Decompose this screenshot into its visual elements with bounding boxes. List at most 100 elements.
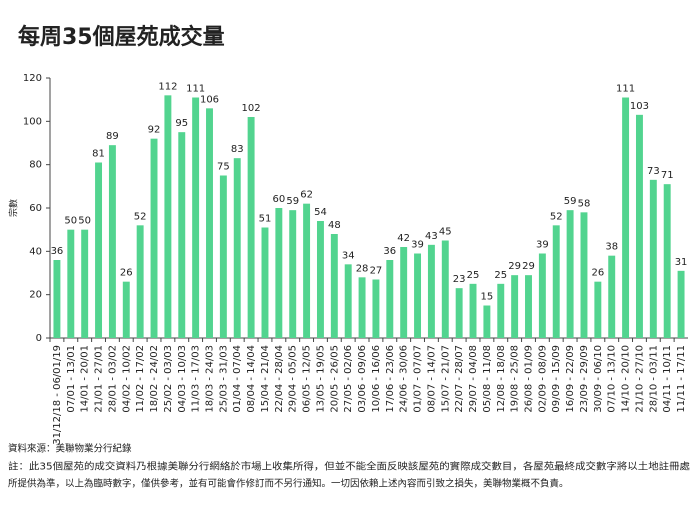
bar (386, 260, 394, 338)
data-label: 25 (467, 270, 480, 281)
y-tick-label: 0 (36, 333, 42, 344)
x-tick-label: 18/03 - 24/03 (205, 345, 216, 413)
data-label: 26 (120, 268, 133, 279)
x-tick-label: 11/03 - 17/03 (191, 345, 202, 413)
bar (122, 281, 130, 338)
data-label: 60 (272, 194, 285, 205)
data-label: 28 (356, 263, 369, 274)
data-label: 111 (616, 84, 635, 95)
x-tick-label: 20/05 - 26/05 (329, 345, 340, 413)
x-tick-label: 25/02 - 03/03 (163, 345, 174, 413)
x-tick-label: 13/05 - 19/05 (315, 345, 326, 413)
x-tick-label: 24/06 - 30/06 (399, 345, 410, 413)
bar (580, 212, 588, 338)
bar (441, 240, 449, 338)
x-tick-label: 07/10 - 13/10 (607, 345, 618, 413)
bar (261, 227, 269, 338)
data-label: 43 (425, 231, 438, 242)
x-tick-label: 21/01 - 27/01 (94, 345, 105, 413)
x-tick-label: 09/09 - 15/09 (551, 345, 562, 413)
bar (303, 203, 311, 338)
bar (455, 288, 463, 338)
x-tick-label: 27/05 - 02/06 (343, 345, 354, 413)
data-label: 39 (411, 240, 424, 251)
bar (53, 260, 61, 338)
data-label: 71 (661, 170, 674, 181)
data-label: 38 (605, 242, 618, 253)
data-label: 36 (383, 246, 396, 257)
bar (538, 253, 546, 338)
x-tick-label: 06/05 - 12/05 (302, 345, 313, 413)
bar (330, 234, 338, 338)
y-axis-label: 宗數 (8, 199, 20, 217)
bar (275, 208, 283, 338)
bar (289, 210, 297, 338)
x-tick-label: 30/09 - 06/10 (593, 345, 604, 413)
x-tick-label: 15/04 - 21/04 (260, 345, 271, 413)
x-tick-label: 25/03 - 31/03 (218, 345, 229, 413)
data-label: 52 (134, 211, 147, 222)
x-tick-label: 14/10 - 20/10 (621, 345, 632, 413)
bar (483, 305, 491, 338)
data-label: 36 (51, 246, 64, 257)
x-tick-label: 15/07 - 21/07 (440, 345, 451, 413)
data-label: 15 (481, 292, 494, 303)
data-label: 45 (439, 227, 452, 238)
x-tick-label: 22/07 - 28/07 (454, 345, 465, 413)
data-label: 50 (78, 216, 91, 227)
bar (81, 229, 89, 338)
x-tick-label: 08/07 - 14/07 (426, 345, 437, 413)
y-tick-label: 100 (23, 116, 42, 127)
x-tick-label: 23/09 - 29/09 (579, 345, 590, 413)
bar (414, 253, 422, 338)
data-label: 52 (550, 211, 563, 222)
x-tick-label: 29/04 - 05/05 (288, 345, 299, 413)
x-tick-label: 28/10 - 03/11 (648, 345, 659, 413)
bar (219, 175, 227, 338)
source: 資料來源：美聯物業分行紀錄 (8, 443, 132, 455)
data-label: 59 (564, 196, 577, 207)
data-label: 59 (286, 196, 299, 207)
x-tick-label: 10/06 - 16/06 (371, 345, 382, 413)
x-tick-label: 02/09 - 08/09 (537, 345, 548, 413)
x-tick-label: 07/01 - 13/01 (66, 345, 77, 413)
x-tick-label: 11/02 - 17/02 (135, 345, 146, 413)
bar (164, 95, 172, 338)
data-label: 73 (647, 166, 660, 177)
data-label: 27 (370, 266, 383, 277)
x-tick-label: 26/08 - 01/09 (524, 345, 535, 413)
data-label: 31 (675, 257, 688, 268)
data-label: 48 (328, 220, 341, 231)
data-label: 23 (453, 274, 466, 285)
x-tick-label: 14/01 - 20/01 (80, 345, 91, 413)
x-tick-label: 12/08 - 18/08 (496, 345, 507, 413)
data-label: 95 (175, 118, 188, 129)
bar (622, 97, 630, 338)
bar (608, 255, 616, 338)
data-label: 111 (186, 84, 205, 95)
y-tick-label: 120 (23, 73, 42, 84)
bar (67, 229, 75, 338)
data-label: 29 (522, 261, 535, 272)
bar (635, 114, 643, 338)
x-tick-label: 31/12/18 - 06/01/19 (52, 345, 63, 445)
bar (525, 275, 532, 338)
x-tick-label: 01/04 - 07/04 (232, 345, 243, 413)
bar (649, 179, 657, 338)
bar (677, 270, 685, 338)
bar (511, 275, 519, 338)
bar (316, 221, 324, 338)
bar (469, 283, 477, 338)
note: 所提供為準，以上為臨時數字，僅供參考，並有可能會作修訂而不另行通知。一切因依賴上… (8, 478, 569, 490)
bar (192, 97, 200, 338)
bar (566, 210, 574, 338)
x-tick-label: 05/08 - 11/08 (482, 345, 493, 413)
x-tick-label: 29/07 - 04/08 (468, 345, 479, 413)
bar (663, 184, 671, 338)
bar (358, 277, 366, 338)
x-tick-label: 22/04 - 28/04 (274, 345, 285, 413)
data-label: 112 (158, 81, 177, 92)
chart-title: 每周35個屋苑成交量 (18, 24, 225, 50)
data-label: 25 (494, 270, 507, 281)
